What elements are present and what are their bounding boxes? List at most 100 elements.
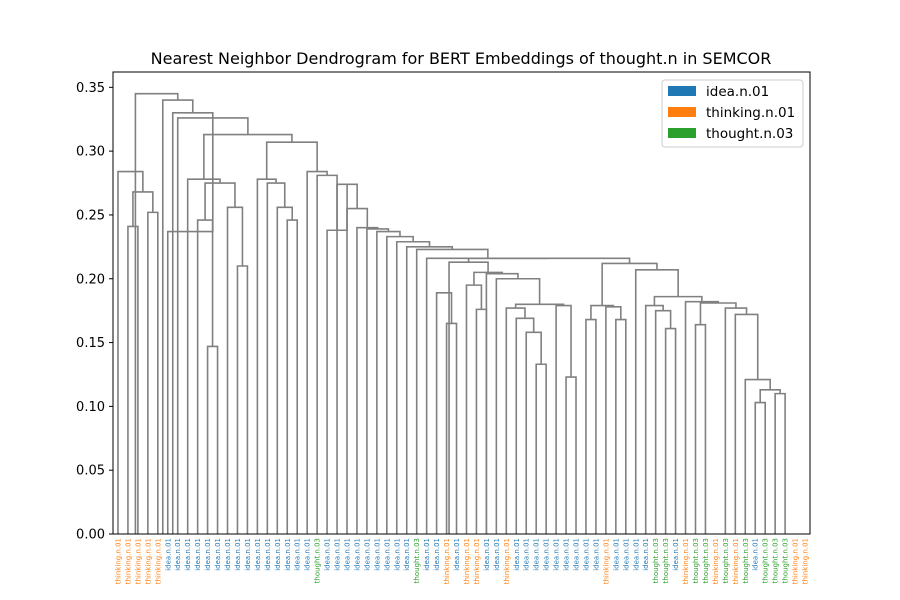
leaf-label: thought.n.03 [782, 538, 790, 583]
dendrogram-link [694, 323, 707, 534]
y-tick-label: 0.00 [76, 528, 105, 543]
leaf-label: idea.n.01 [184, 538, 192, 571]
leaf-label: thought.n.03 [762, 538, 770, 583]
dendrogram-link [395, 240, 431, 534]
dendrogram-link [306, 170, 328, 534]
dendrogram-link [132, 191, 154, 227]
leaf-label: idea.n.01 [523, 538, 531, 571]
leaf-label: idea.n.01 [582, 538, 590, 571]
leaf-label: thinking.n.01 [154, 538, 162, 584]
leaf-label: thought.n.03 [662, 538, 670, 583]
plot-frame [112, 71, 811, 535]
leaf-label: thought.n.03 [692, 538, 700, 583]
leaf-label: idea.n.01 [453, 538, 461, 571]
y-tick-label: 0.10 [76, 400, 105, 415]
leaf-label: thought.n.03 [742, 538, 750, 583]
dendrogram-link [206, 345, 219, 534]
leaf-label: idea.n.01 [353, 538, 361, 571]
dendrogram-link [634, 269, 679, 534]
dendrogram-link [535, 363, 547, 534]
dendrogram-link [605, 306, 622, 534]
dendrogram-link [386, 235, 414, 534]
dendrogram-link [265, 141, 318, 180]
leaf-label: idea.n.01 [363, 538, 371, 571]
dendrogram-link [744, 378, 771, 534]
legend-swatch [668, 107, 696, 117]
dendrogram-link [117, 170, 144, 534]
dendrogram-link [485, 272, 519, 534]
dendrogram-link [166, 117, 214, 534]
dendrogram-link [774, 392, 786, 534]
dendrogram-link [590, 304, 615, 320]
dendrogram-link [615, 318, 627, 534]
leaf-label: thought.n.03 [652, 538, 660, 583]
dendrogram-link [445, 322, 458, 534]
legend-swatch [668, 86, 696, 96]
leaf-label: thinking.n.01 [503, 538, 511, 584]
leaf-label: idea.n.01 [632, 538, 640, 571]
dendrogram-link [734, 313, 759, 534]
leaf-label: idea.n.01 [264, 538, 272, 571]
y-tick-label: 0.25 [76, 208, 105, 223]
leaf-label: idea.n.01 [174, 538, 182, 571]
dendrogram-link [585, 318, 597, 534]
leaf-label: thinking.n.01 [682, 538, 690, 584]
dendrogram-link [475, 308, 488, 534]
y-axis: 0.00 0.05 0.10 0.15 0.20 0.25 0.30 0.35 [76, 81, 113, 543]
leaf-label: thinking.n.01 [114, 538, 122, 584]
leaf-label: idea.n.01 [513, 538, 521, 571]
dendrogram-link [724, 307, 748, 534]
y-tick-label: 0.05 [76, 464, 105, 479]
leaf-label: idea.n.01 [672, 538, 680, 571]
dendrogram-link [699, 302, 737, 325]
dendrogram-link [134, 92, 179, 534]
leaf-label: thinking.n.01 [463, 538, 471, 584]
leaf-label: idea.n.01 [592, 538, 600, 571]
leaf-label: idea.n.01 [373, 538, 381, 571]
dendrogram-link [684, 300, 720, 534]
leaf-label: idea.n.01 [214, 538, 222, 571]
leaf-label: thinking.n.01 [602, 538, 610, 584]
leaf-label: idea.n.01 [334, 538, 342, 571]
leaf-label: idea.n.01 [304, 538, 312, 571]
dendrogram-link [505, 307, 526, 534]
dendrogram-link [147, 211, 159, 534]
leaf-label: thinking.n.01 [124, 538, 132, 584]
leaf-label: idea.n.01 [244, 538, 252, 571]
leaf-label: idea.n.01 [543, 538, 551, 571]
dendrogram-link [555, 304, 572, 534]
leaf-label: thought.n.03 [772, 538, 780, 583]
leaf-label: idea.n.01 [483, 538, 491, 571]
leaf-label: idea.n.01 [403, 538, 411, 571]
leaf-label: idea.n.01 [533, 538, 541, 571]
dendrogram-link [356, 226, 379, 534]
dendrogram-link [196, 219, 214, 534]
leaf-label: thinking.n.01 [473, 538, 481, 584]
leaf-label: idea.n.01 [164, 538, 172, 571]
leaf-label: thinking.n.01 [802, 538, 810, 584]
dendrogram-link [186, 178, 221, 534]
leaf-label: idea.n.01 [343, 538, 351, 571]
leaf-label: idea.n.01 [573, 538, 581, 571]
leaf-label: thinking.n.01 [144, 538, 152, 584]
leaf-labels: thinking.n.01 thinking.n.01 thinking.n.01 t… [114, 538, 809, 584]
leaf-label: idea.n.01 [224, 538, 232, 571]
legend-label: thought.n.03 [706, 126, 793, 142]
leaf-label: idea.n.01 [274, 538, 282, 571]
legend-label: idea.n.01 [706, 84, 769, 100]
dendrogram-link [515, 317, 535, 534]
dendrogram-link [495, 277, 541, 534]
dendrogram-link [127, 225, 139, 534]
leaf-label: thinking.n.01 [443, 538, 451, 584]
dendrogram-link [266, 182, 286, 534]
dendrogram-link [565, 376, 577, 534]
leaf-label: idea.n.01 [254, 538, 262, 571]
dendrogram-link [171, 112, 214, 534]
legend-box [661, 79, 804, 148]
y-tick-label: 0.35 [76, 81, 105, 96]
dendrogram-link [664, 327, 677, 534]
dendrogram-link [653, 295, 703, 306]
legend-label: thinking.n.01 [706, 105, 795, 121]
leaf-label: thought.n.03 [413, 538, 421, 583]
